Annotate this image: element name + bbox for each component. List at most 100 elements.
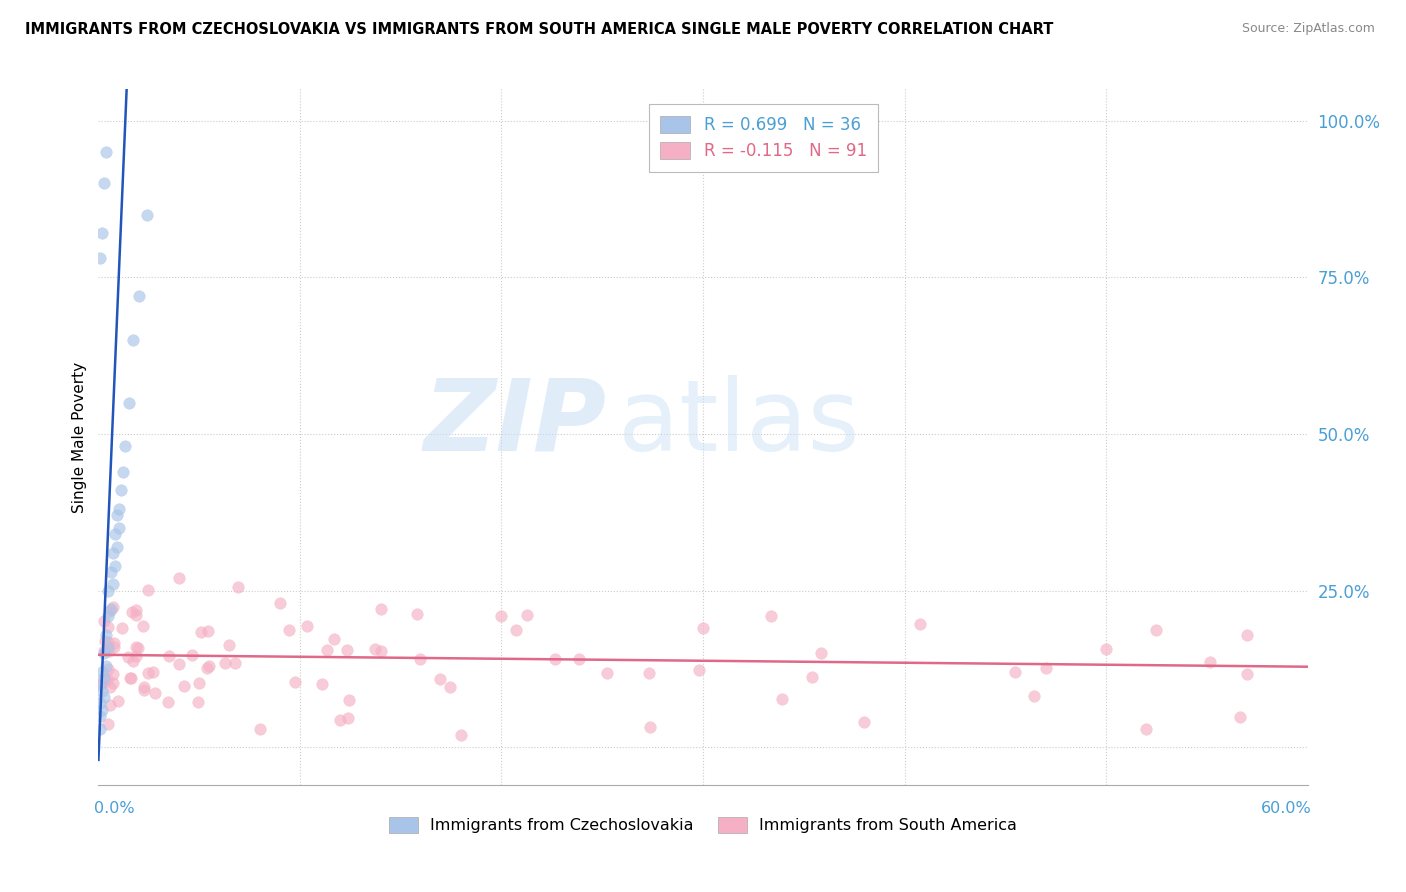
Point <box>91 665 114 680</box>
Point <box>121 333 143 347</box>
Point <box>316 643 339 657</box>
Point <box>364 642 387 657</box>
Point <box>103 527 125 541</box>
Point <box>121 605 143 619</box>
Point <box>439 680 461 694</box>
Point <box>96 716 118 731</box>
Point <box>370 644 392 658</box>
Point <box>1144 624 1167 638</box>
Point <box>107 694 129 708</box>
Point <box>96 627 118 641</box>
Point <box>218 638 240 652</box>
Point <box>135 208 157 222</box>
Point <box>157 648 180 663</box>
Point <box>337 692 360 706</box>
Point <box>110 483 132 498</box>
Point <box>125 608 148 623</box>
Text: ZIP: ZIP <box>423 375 606 472</box>
Point <box>103 640 125 654</box>
Point <box>1229 709 1251 723</box>
Point <box>770 692 793 706</box>
Point <box>105 508 128 523</box>
Point <box>101 546 124 560</box>
Point <box>1004 665 1026 679</box>
Point <box>91 703 114 717</box>
Y-axis label: Single Male Poverty: Single Male Poverty <box>72 361 87 513</box>
Point <box>93 672 115 686</box>
Point <box>197 624 219 639</box>
Point <box>187 695 209 709</box>
Point <box>118 395 141 409</box>
Point <box>329 713 352 727</box>
Point <box>111 465 134 479</box>
Point <box>93 644 115 658</box>
Point <box>516 607 538 622</box>
Text: 60.0%: 60.0% <box>1261 801 1312 815</box>
Point <box>94 674 117 689</box>
Point <box>101 600 124 615</box>
Legend: Immigrants from Czechoslovakia, Immigrants from South America: Immigrants from Czechoslovakia, Immigran… <box>382 810 1024 839</box>
Point <box>101 577 124 591</box>
Point <box>97 608 120 623</box>
Text: atlas: atlas <box>619 375 860 472</box>
Point <box>89 252 111 266</box>
Point <box>370 602 392 616</box>
Point <box>640 720 662 734</box>
Point <box>103 558 125 573</box>
Point <box>134 683 156 698</box>
Point <box>1236 627 1258 641</box>
Point <box>127 641 149 656</box>
Point <box>173 679 195 693</box>
Point <box>801 670 824 684</box>
Point <box>98 680 121 694</box>
Point <box>91 684 114 698</box>
Point <box>93 614 115 628</box>
Point <box>197 661 219 675</box>
Point <box>97 620 120 634</box>
Point <box>105 540 128 554</box>
Point <box>692 621 714 635</box>
Point <box>97 640 120 654</box>
Point <box>125 640 148 654</box>
Point <box>101 667 124 681</box>
Point <box>491 608 513 623</box>
Point <box>596 666 619 681</box>
Point <box>637 665 659 680</box>
Point <box>97 583 120 598</box>
Point <box>132 680 155 694</box>
Point <box>1135 722 1157 736</box>
Point <box>249 722 271 736</box>
Point <box>543 651 565 665</box>
Point <box>167 657 190 671</box>
Point <box>224 656 246 670</box>
Point <box>89 678 111 692</box>
Point <box>853 715 876 730</box>
Point <box>759 609 782 624</box>
Point <box>97 635 120 649</box>
Point <box>93 633 115 648</box>
Point <box>143 686 166 700</box>
Point <box>89 697 111 711</box>
Point <box>214 656 236 670</box>
Point <box>406 607 429 621</box>
Point <box>89 709 111 723</box>
Point <box>277 623 299 637</box>
Point <box>96 673 118 687</box>
Point <box>93 176 115 190</box>
Point <box>120 672 142 686</box>
Point <box>505 624 527 638</box>
Point <box>96 145 118 159</box>
Point <box>228 580 250 594</box>
Point <box>107 521 129 535</box>
Point <box>167 571 190 585</box>
Point <box>409 651 432 665</box>
Point <box>295 619 318 633</box>
Point <box>323 632 346 647</box>
Point <box>91 227 114 241</box>
Point <box>100 565 122 579</box>
Point <box>136 582 159 597</box>
Point <box>1024 690 1046 704</box>
Point <box>142 665 165 679</box>
Text: IMMIGRANTS FROM CZECHOSLOVAKIA VS IMMIGRANTS FROM SOUTH AMERICA SINGLE MALE POVE: IMMIGRANTS FROM CZECHOSLOVAKIA VS IMMIGR… <box>25 22 1053 37</box>
Point <box>132 619 155 633</box>
